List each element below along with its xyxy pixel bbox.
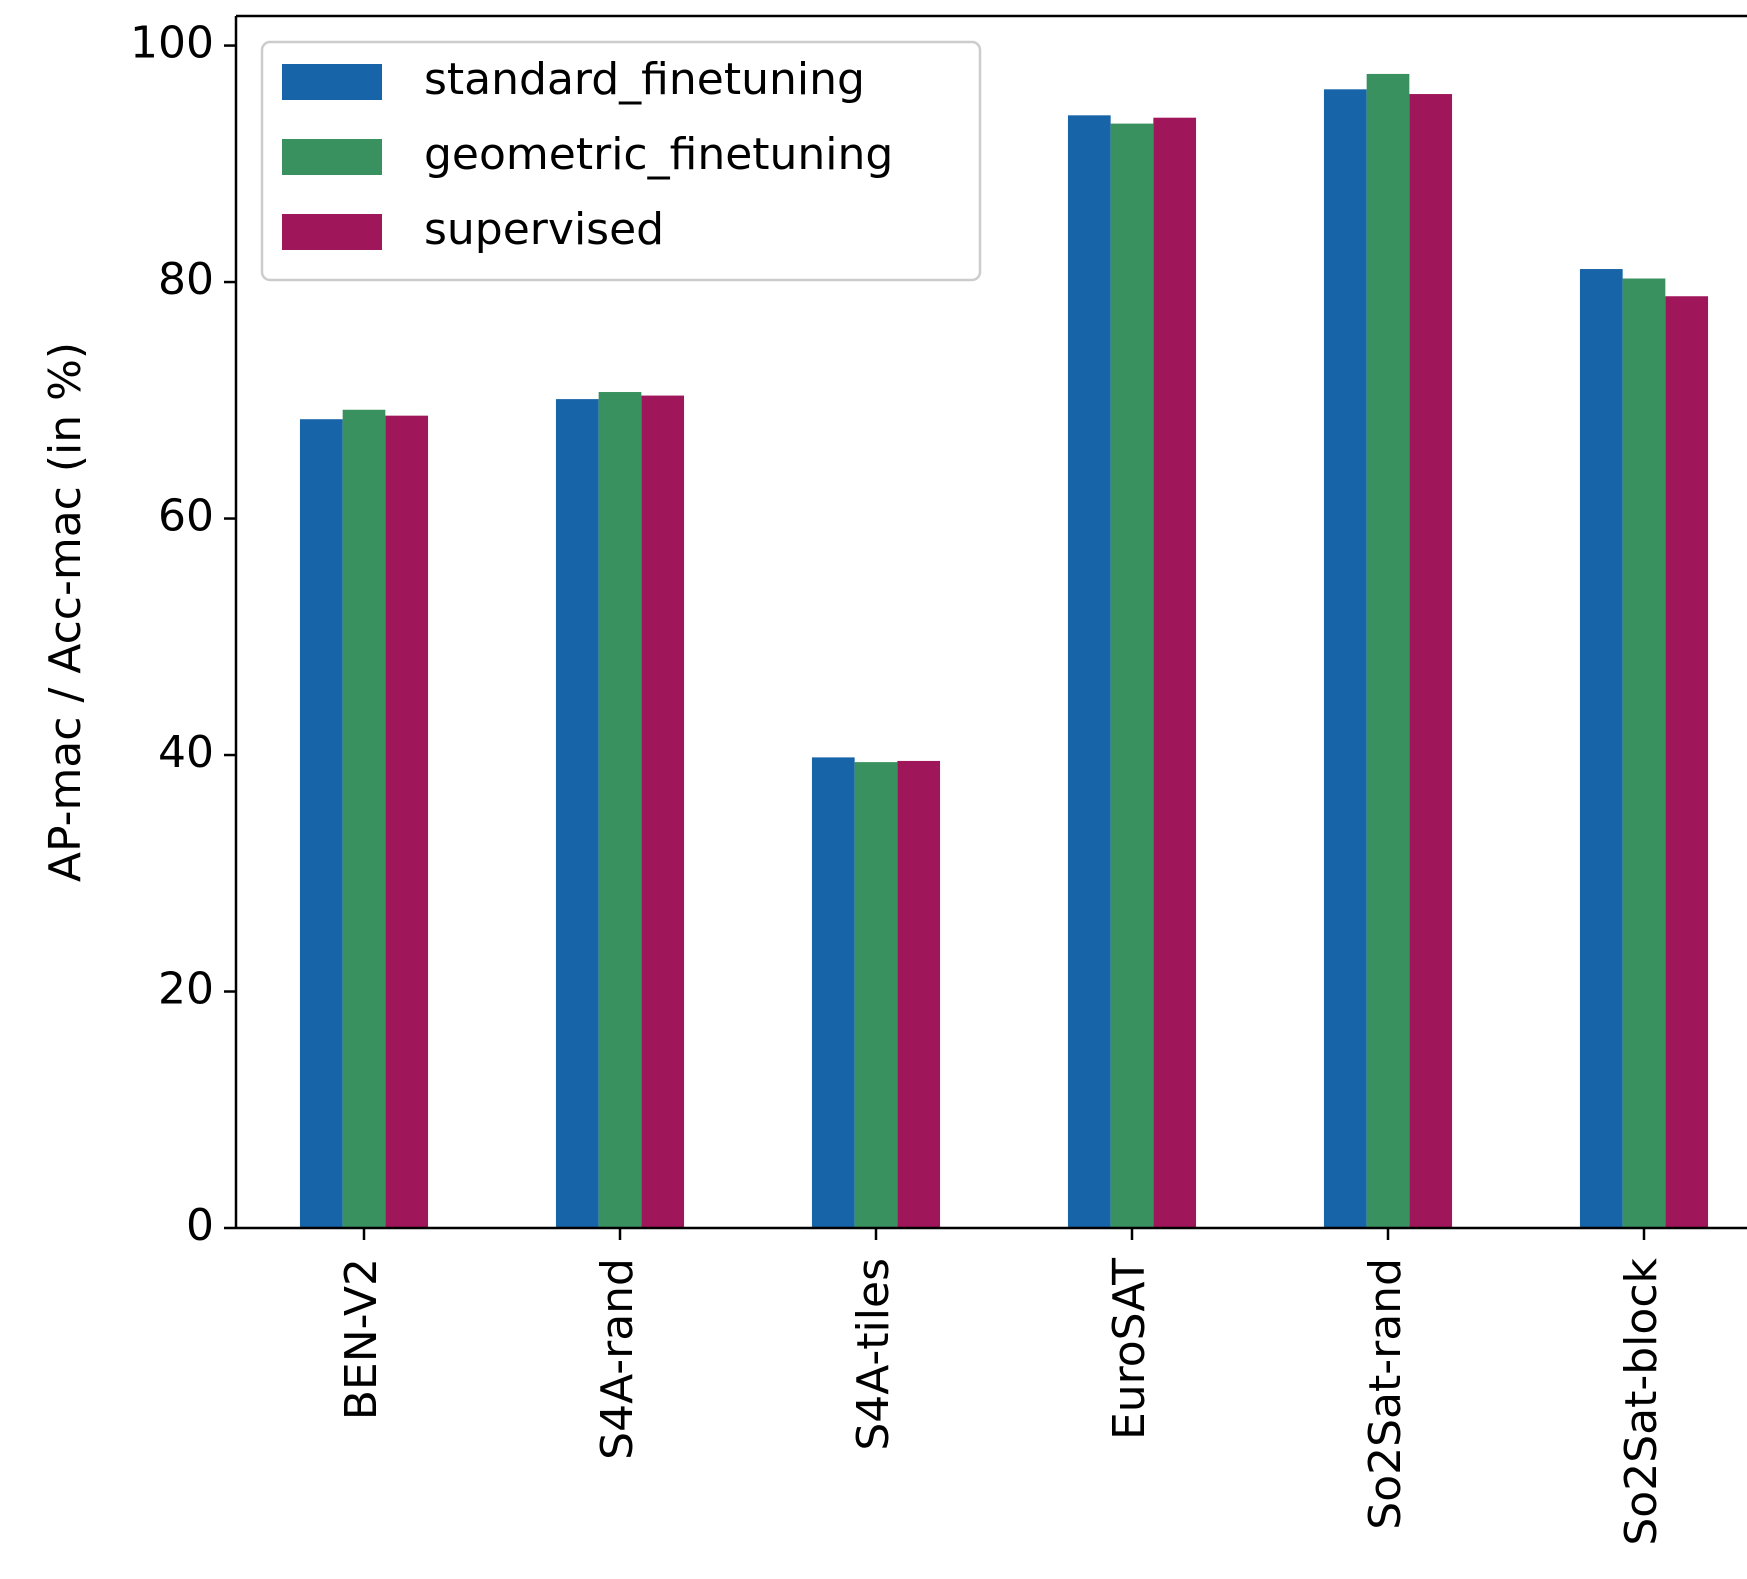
x-tick-label: EuroSAT	[1104, 1258, 1155, 1440]
bar-geometric_finetuning-S4A-tiles	[854, 762, 898, 1228]
bar-geometric_finetuning-So2Sat-rand	[1366, 73, 1410, 1229]
y-tick-label: 0	[186, 1200, 214, 1251]
y-tick-label: 40	[158, 727, 214, 778]
bars-layer	[299, 73, 1709, 1229]
x-ticks: BEN-V2 S4A-rand S4A-tiles EuroSAT So2Sat-ran…	[336, 1228, 1667, 1546]
legend: standard_finetuning geometric_finetunings…	[260, 40, 982, 282]
y-axis-label: AP-mac / Acc-mac (in %)	[40, 342, 91, 882]
bar-geometric_finetuning-S4A-rand	[598, 392, 642, 1228]
legend-swatch-geometric_finetuning	[282, 139, 382, 175]
legend-label-standard_finetuning: standard_finetuning	[424, 54, 865, 105]
legend-swatch-standard_finetuning	[282, 64, 382, 100]
x-tick-label: BEN-V2	[336, 1258, 387, 1420]
x-tick-label: S4A-rand	[592, 1258, 643, 1460]
bar-geometric_finetuning-BEN-V2	[342, 409, 386, 1228]
legend-label-supervised: supervised	[424, 204, 664, 255]
bar-geometric_finetuning-EuroSAT	[1110, 123, 1154, 1229]
bar-supervised-So2Sat-rand	[1409, 94, 1453, 1228]
bar-standard_finetuning-EuroSAT	[1067, 115, 1111, 1229]
y-tick-label: 60	[158, 491, 214, 542]
x-tick-label: So2Sat-rand	[1360, 1258, 1411, 1530]
bar-supervised-EuroSAT	[1153, 117, 1197, 1229]
legend-swatch-supervised	[282, 214, 382, 250]
y-tick-label: 20	[158, 964, 214, 1015]
bar-geometric_finetuning-So2Sat-block	[1622, 278, 1666, 1228]
bar-supervised-BEN-V2	[385, 415, 429, 1228]
bar-supervised-So2Sat-block	[1665, 296, 1709, 1228]
bar-standard_finetuning-S4A-tiles	[811, 757, 855, 1228]
y-tick-label: 80	[158, 254, 214, 305]
x-tick-label: So2Sat-block	[1616, 1257, 1667, 1545]
bar-supervised-S4A-rand	[641, 395, 685, 1228]
legend-frame	[260, 40, 982, 282]
axes-layer	[234, 14, 1747, 1230]
bar-standard_finetuning-BEN-V2	[299, 419, 343, 1229]
bar-standard_finetuning-So2Sat-rand	[1323, 89, 1367, 1228]
y-tick-label: 100	[130, 18, 214, 69]
y-ticks: 0 20 40 60 80 100	[130, 18, 236, 1251]
legend-label-geometric_finetuning: geometric_finetuning	[424, 129, 893, 180]
bar-standard_finetuning-So2Sat-block	[1579, 269, 1623, 1228]
bar-supervised-S4A-tiles	[897, 760, 941, 1228]
bar-standard_finetuning-S4A-rand	[555, 399, 599, 1228]
x-tick-label: S4A-tiles	[848, 1258, 899, 1451]
